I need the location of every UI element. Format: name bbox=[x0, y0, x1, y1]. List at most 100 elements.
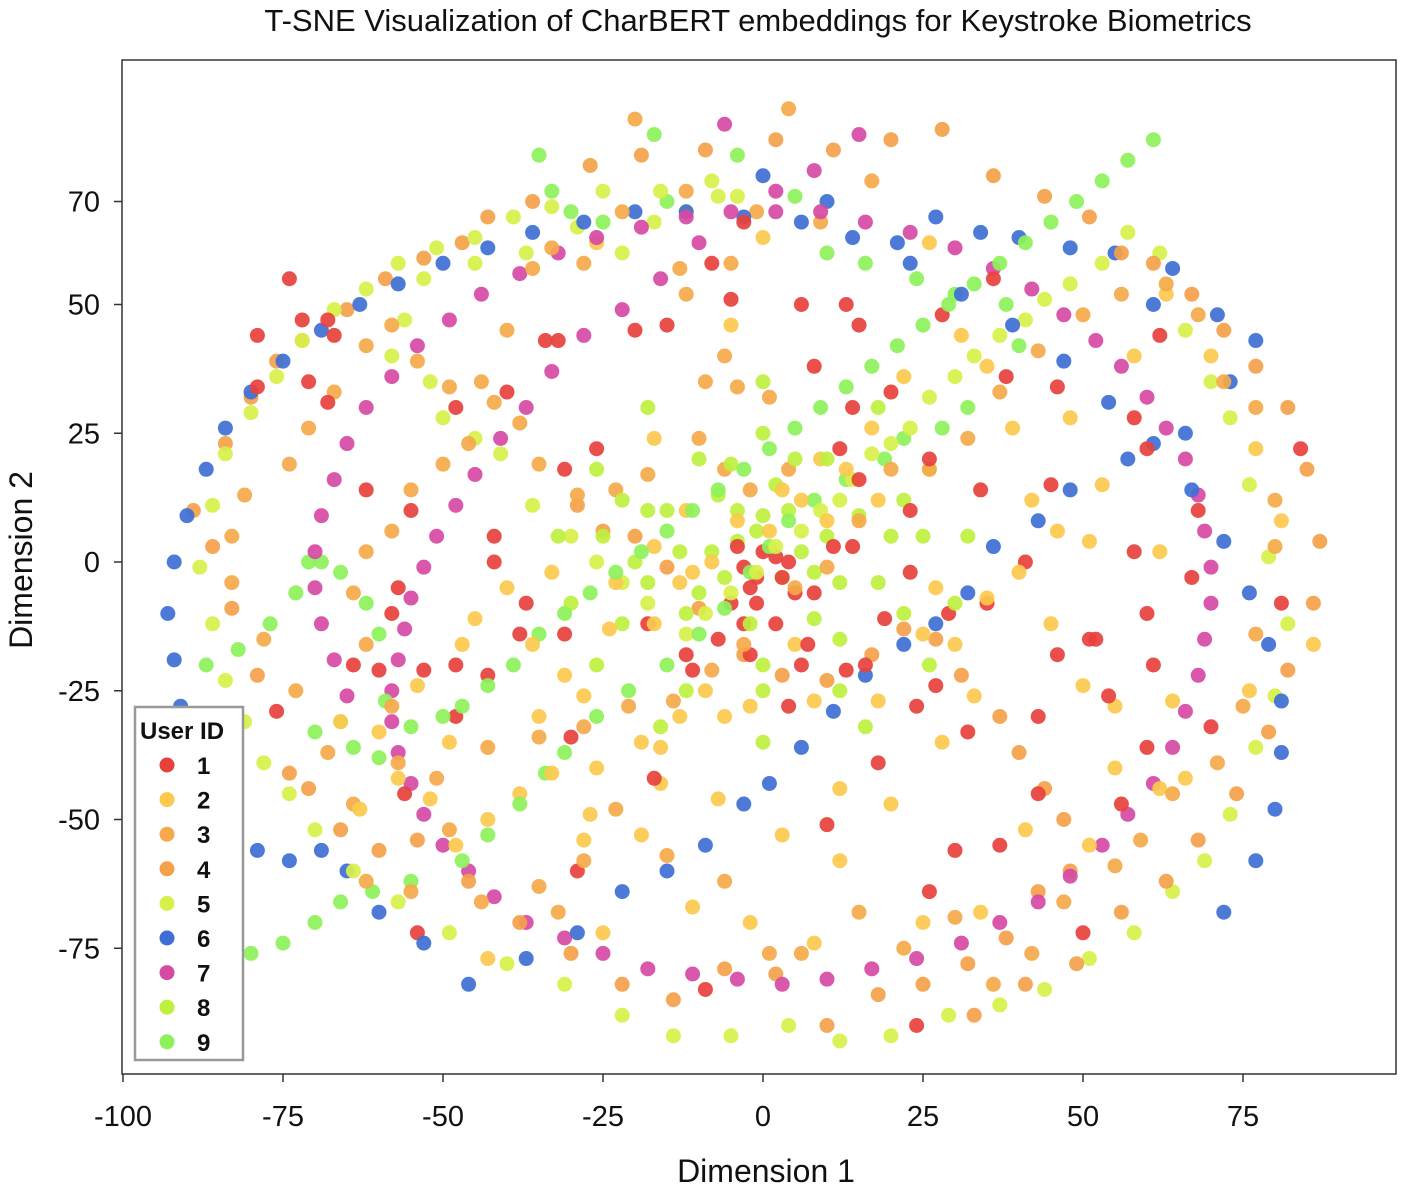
point-user-3 bbox=[1056, 894, 1072, 910]
point-user-1 bbox=[1126, 544, 1142, 560]
point-user-1 bbox=[589, 441, 605, 457]
point-user-4 bbox=[768, 132, 784, 148]
point-user-9 bbox=[595, 214, 611, 230]
point-user-3 bbox=[256, 631, 272, 647]
point-user-1 bbox=[1030, 709, 1046, 724]
point-user-3 bbox=[665, 693, 681, 709]
point-user-2 bbox=[710, 791, 726, 807]
point-user-9 bbox=[1011, 338, 1027, 354]
point-user-1 bbox=[851, 472, 867, 488]
point-user-2 bbox=[704, 554, 720, 570]
point-user-2 bbox=[672, 575, 688, 591]
point-user-3 bbox=[224, 575, 240, 591]
x-axis-label: Dimension 1 bbox=[677, 1153, 855, 1189]
point-user-7 bbox=[390, 745, 406, 761]
point-user-5 bbox=[768, 539, 784, 555]
point-user-3 bbox=[345, 585, 361, 601]
point-user-2 bbox=[806, 693, 822, 709]
point-user-4 bbox=[1069, 956, 1085, 972]
point-user-4 bbox=[1113, 904, 1129, 920]
point-user-2 bbox=[646, 616, 662, 632]
point-user-3 bbox=[224, 528, 240, 544]
point-user-2 bbox=[1107, 760, 1123, 776]
point-user-1 bbox=[1049, 379, 1065, 395]
point-user-2 bbox=[870, 492, 886, 508]
point-user-4 bbox=[569, 497, 585, 513]
point-user-9 bbox=[480, 678, 496, 694]
point-user-6 bbox=[1209, 307, 1225, 323]
point-user-5 bbox=[1094, 255, 1110, 271]
point-user-9 bbox=[563, 204, 579, 220]
point-user-6 bbox=[198, 461, 214, 477]
point-user-8 bbox=[781, 503, 797, 518]
point-user-1 bbox=[793, 657, 809, 673]
point-user-3 bbox=[429, 770, 445, 786]
point-user-2 bbox=[685, 899, 701, 915]
point-user-6 bbox=[1241, 585, 1257, 601]
point-user-1 bbox=[1293, 441, 1309, 457]
point-user-7 bbox=[416, 806, 432, 822]
point-user-8 bbox=[614, 492, 630, 508]
point-user-3 bbox=[403, 884, 419, 900]
point-user-3 bbox=[403, 482, 419, 498]
point-user-3 bbox=[678, 286, 694, 302]
point-user-8 bbox=[870, 400, 886, 415]
legend-label-user-1: 1 bbox=[197, 753, 210, 780]
point-user-9 bbox=[454, 853, 470, 869]
point-user-3 bbox=[358, 544, 374, 560]
point-user-3 bbox=[691, 430, 707, 446]
point-user-1 bbox=[557, 626, 573, 642]
point-user-5 bbox=[883, 1028, 899, 1044]
point-user-7 bbox=[819, 971, 835, 987]
point-user-3 bbox=[288, 683, 304, 699]
point-user-1 bbox=[851, 317, 867, 333]
point-user-3 bbox=[992, 384, 1008, 400]
point-user-7 bbox=[909, 951, 925, 967]
point-user-3 bbox=[531, 729, 547, 745]
point-user-5 bbox=[941, 1007, 957, 1023]
point-user-3 bbox=[614, 204, 630, 220]
point-user-9 bbox=[685, 503, 701, 518]
point-user-8 bbox=[806, 611, 822, 627]
point-user-5 bbox=[723, 585, 739, 601]
point-user-5 bbox=[1062, 276, 1078, 292]
point-user-6 bbox=[390, 276, 406, 292]
point-user-6 bbox=[973, 224, 989, 240]
point-user-3 bbox=[896, 940, 912, 956]
point-user-1 bbox=[710, 631, 726, 647]
point-user-9 bbox=[787, 420, 803, 436]
legend: User ID 1 2 3 4 5 6 7 8 9 bbox=[133, 705, 245, 1062]
point-user-3 bbox=[781, 101, 797, 117]
point-user-2 bbox=[1203, 348, 1219, 364]
point-user-4 bbox=[998, 930, 1014, 946]
point-user-5 bbox=[595, 183, 611, 199]
point-user-8 bbox=[755, 374, 771, 390]
point-user-2 bbox=[1017, 822, 1033, 838]
point-user-2 bbox=[742, 698, 758, 714]
point-user-7 bbox=[409, 338, 425, 354]
point-user-6 bbox=[1056, 353, 1072, 369]
point-user-6 bbox=[371, 904, 387, 920]
point-user-3 bbox=[883, 461, 899, 477]
point-user-1 bbox=[960, 724, 976, 740]
point-user-8 bbox=[832, 575, 848, 591]
point-user-6 bbox=[576, 214, 592, 230]
point-user-7 bbox=[384, 369, 400, 385]
point-user-1 bbox=[877, 611, 893, 627]
point-user-7 bbox=[813, 204, 829, 220]
point-user-1 bbox=[973, 482, 989, 498]
point-user-2 bbox=[595, 925, 611, 941]
point-user-9 bbox=[966, 276, 982, 292]
point-user-1 bbox=[800, 636, 816, 652]
point-user-2 bbox=[544, 564, 560, 580]
point-user-5 bbox=[710, 188, 726, 204]
point-user-2 bbox=[1075, 678, 1091, 694]
point-user-4 bbox=[1011, 745, 1027, 761]
point-user-6 bbox=[1120, 451, 1136, 467]
point-user-1 bbox=[448, 657, 464, 673]
point-user-1 bbox=[384, 606, 400, 621]
point-user-6 bbox=[1062, 482, 1078, 498]
point-user-5 bbox=[1222, 806, 1238, 822]
point-user-6 bbox=[928, 209, 944, 225]
point-user-2 bbox=[1152, 544, 1168, 560]
